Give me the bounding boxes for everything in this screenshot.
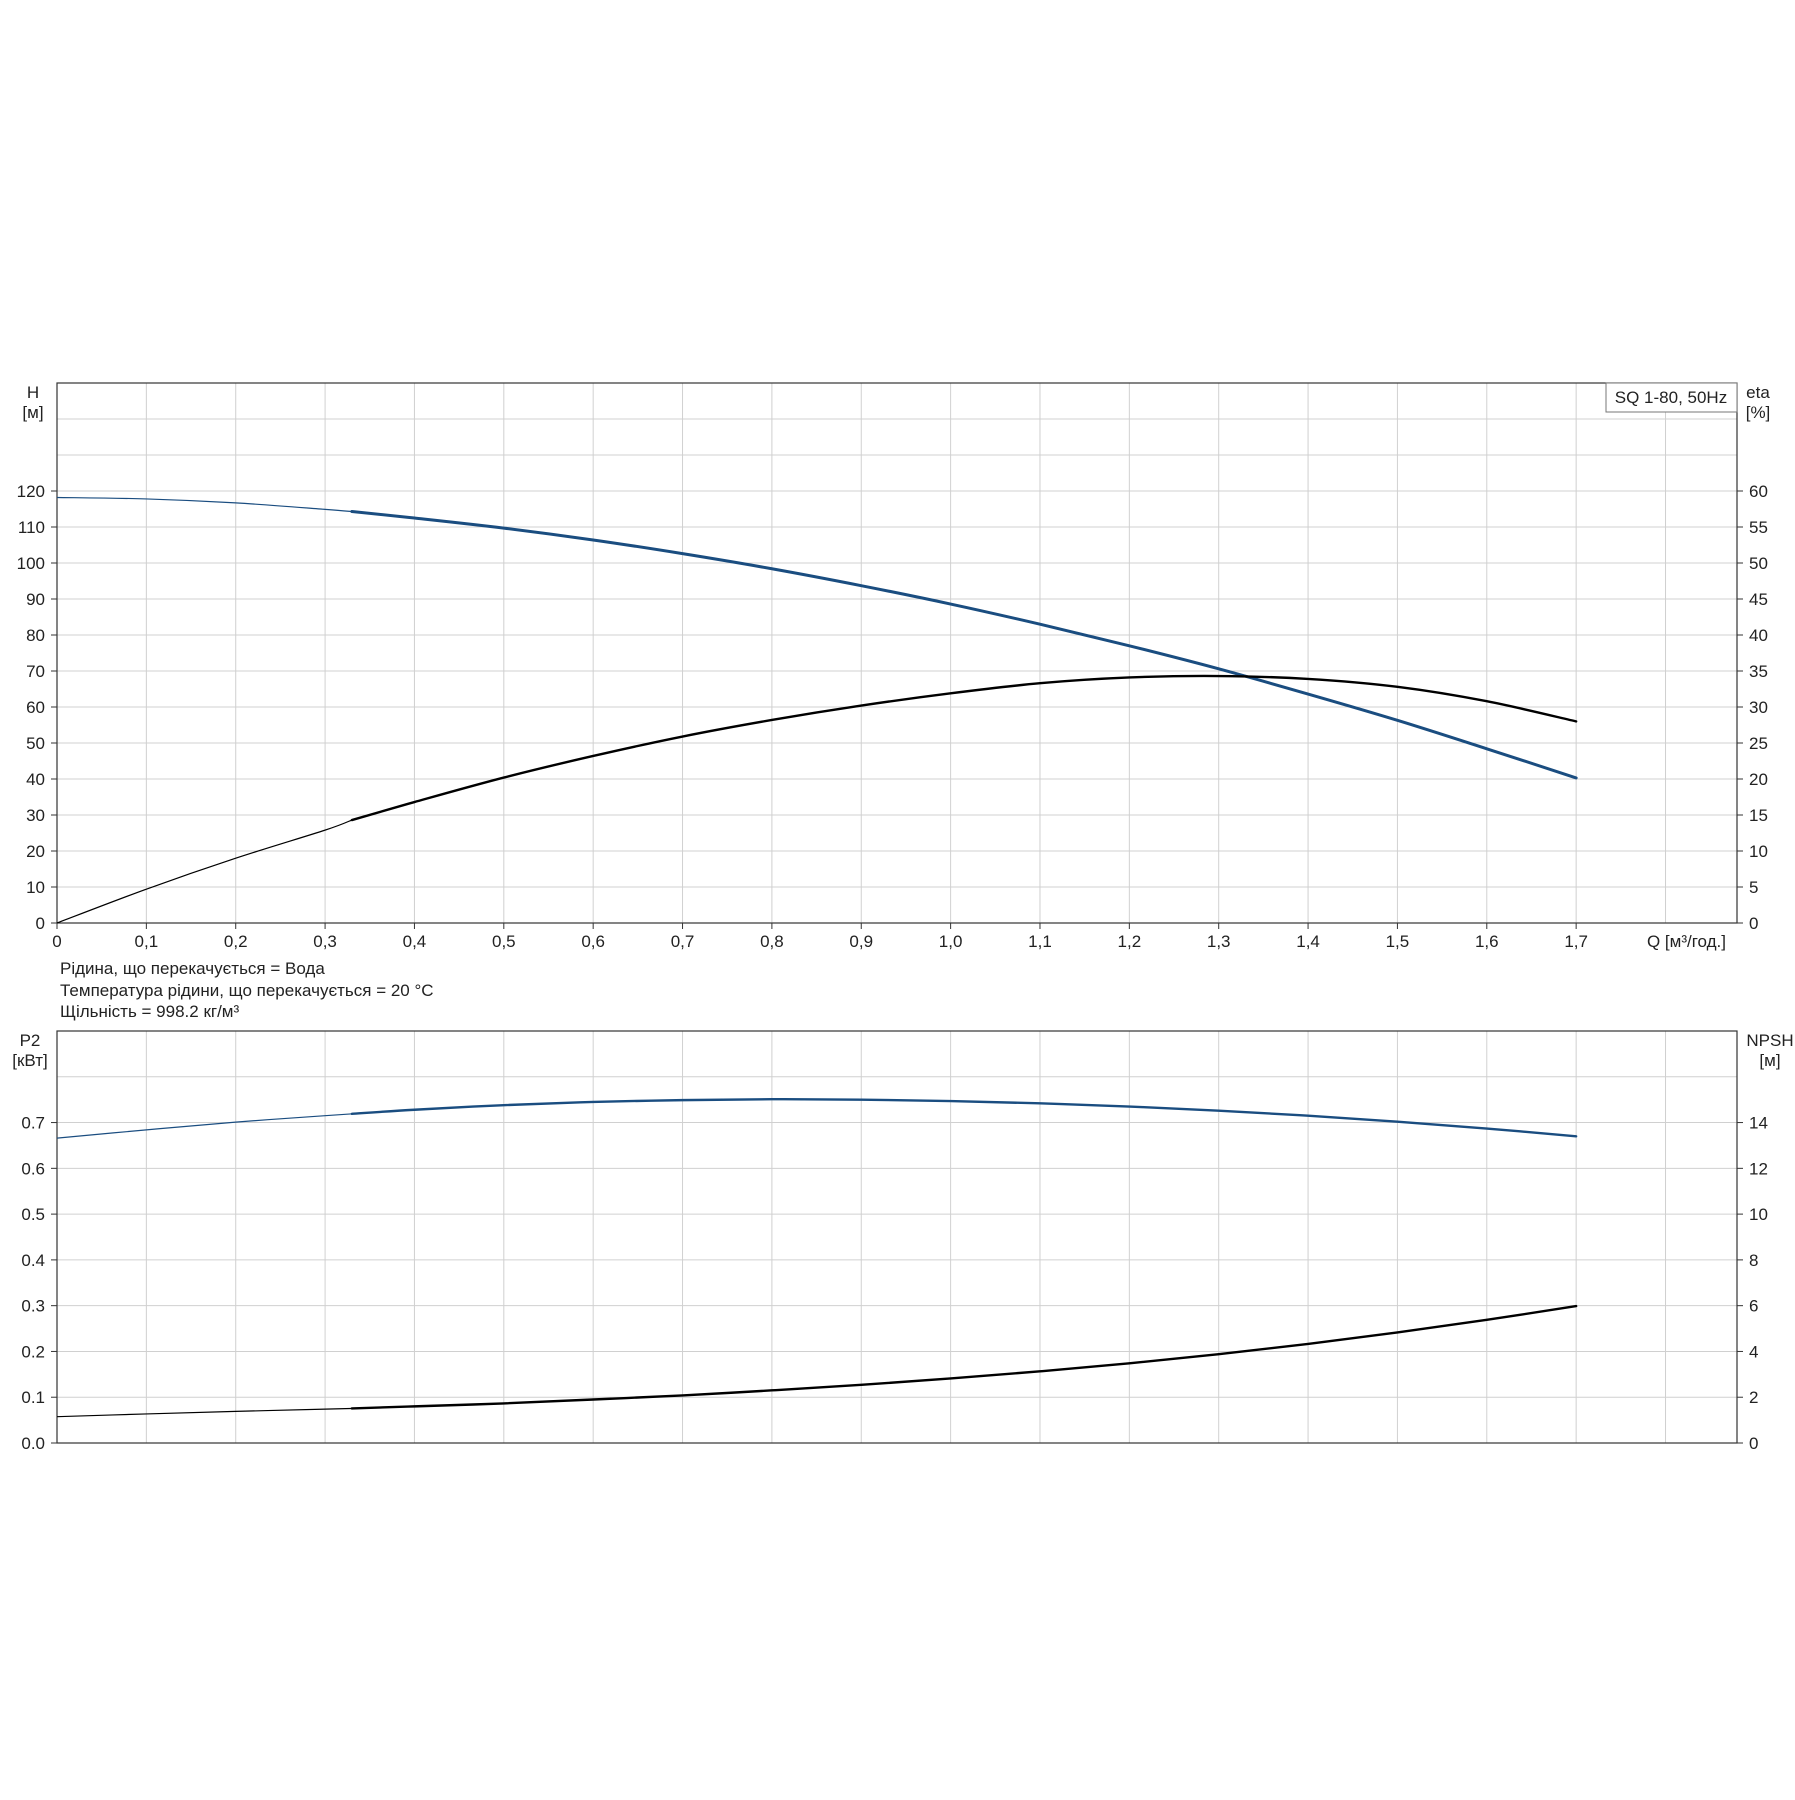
right-tick-label: 45 <box>1749 590 1768 609</box>
left-tick-label: 110 <box>18 518 45 537</box>
h-axis-label: H <box>27 383 39 402</box>
x-tick-label: 1,3 <box>1207 932 1231 951</box>
lower-chart-series <box>56 1097 1578 1418</box>
x-tick-label: 0,1 <box>135 932 159 951</box>
series-eta-line <box>350 674 1578 822</box>
x-tick-label: 0 <box>52 932 61 951</box>
x-tick-label: 1,2 <box>1118 932 1142 951</box>
x-tick-label: 1,0 <box>939 932 963 951</box>
x-tick-label: 0,4 <box>403 932 427 951</box>
left-tick-label: 0.4 <box>21 1251 45 1270</box>
right-tick-label: 0 <box>1749 914 1758 933</box>
right-tick-label: 25 <box>1749 734 1768 753</box>
left-tick-label: 0.0 <box>21 1434 45 1453</box>
eta-axis-label: eta <box>1746 383 1770 402</box>
x-tick-label: 0,8 <box>760 932 784 951</box>
left-tick-label: 70 <box>26 662 45 681</box>
left-tick-label: 10 <box>26 878 45 897</box>
right-tick-label: 60 <box>1749 482 1768 501</box>
left-tick-label: 30 <box>26 806 45 825</box>
upper-chart-series <box>56 496 1578 924</box>
series-h-line <box>350 510 1578 780</box>
x-tick-label: 0,5 <box>492 932 516 951</box>
series-h-extrapolated-line <box>56 496 352 513</box>
right-tick-label: 30 <box>1749 698 1768 717</box>
left-tick-label: 80 <box>26 626 45 645</box>
left-tick-label: 40 <box>26 770 45 789</box>
eta-axis-unit: [%] <box>1746 403 1771 422</box>
left-tick-label: 0.2 <box>21 1342 45 1361</box>
right-tick-label: 20 <box>1749 770 1768 789</box>
pump-model-title: SQ 1-80, 50Hz <box>1615 388 1727 407</box>
right-tick-label: 6 <box>1749 1297 1758 1316</box>
series-eta-extrapolated-line <box>56 819 353 924</box>
x-tick-label: 1,1 <box>1028 932 1052 951</box>
pump-model-box <box>1605 382 1738 413</box>
p2-axis-unit: [кВт] <box>12 1051 47 1070</box>
p2-axis-label: P2 <box>20 1031 41 1050</box>
upper-chart-frame <box>56 382 1738 924</box>
upper-chart-ticks: 0 10 20 30 40 50 60 70 80 90 100 110 120 0 5 10 15 20 25 30… <box>17 482 1768 951</box>
left-tick-label: 0.6 <box>21 1159 45 1178</box>
right-tick-label: 40 <box>1749 626 1768 645</box>
right-tick-label: 50 <box>1749 554 1768 573</box>
x-tick-label: 0,6 <box>581 932 605 951</box>
x-tick-label: 1,5 <box>1386 932 1410 951</box>
lower-chart-frame <box>56 1030 1738 1444</box>
left-tick-label: 120 <box>17 482 45 501</box>
x-tick-label: 0,9 <box>849 932 873 951</box>
h-axis-unit: [м] <box>22 403 43 422</box>
x-tick-label: 1,7 <box>1564 932 1588 951</box>
series-p2-extrapolated-line <box>56 1113 352 1139</box>
npsh-axis-label: NPSH <box>1746 1031 1793 1050</box>
left-tick-label: 0 <box>36 914 45 933</box>
npsh-axis-unit: [м] <box>1759 1051 1780 1070</box>
left-tick-label: 60 <box>26 698 45 717</box>
left-tick-label: 0.1 <box>21 1388 45 1407</box>
right-tick-label: 35 <box>1749 662 1768 681</box>
right-tick-label: 12 <box>1749 1159 1768 1178</box>
right-tick-label: 4 <box>1749 1342 1758 1361</box>
right-tick-label: 0 <box>1749 1434 1758 1453</box>
series-npsh-line <box>350 1304 1578 1410</box>
series-npsh-extrapolated-line <box>56 1407 352 1418</box>
x-tick-label: 0,2 <box>224 932 248 951</box>
right-tick-label: 55 <box>1749 518 1768 537</box>
x-tick-label: 0,3 <box>313 932 337 951</box>
left-tick-label: 90 <box>26 590 45 609</box>
left-tick-label: 20 <box>26 842 45 861</box>
right-tick-label: 2 <box>1749 1388 1758 1407</box>
right-tick-label: 14 <box>1749 1114 1768 1133</box>
right-tick-label: 10 <box>1749 1205 1768 1224</box>
x-tick-label: 1,6 <box>1475 932 1499 951</box>
x-tick-label: 1,4 <box>1296 932 1320 951</box>
left-tick-label: 0.5 <box>21 1205 45 1224</box>
left-tick-label: 0.3 <box>21 1297 45 1316</box>
note-density: Щільність = 998.2 кг/м³ <box>60 1002 239 1021</box>
left-tick-label: 100 <box>17 554 45 573</box>
left-tick-label: 50 <box>26 734 45 753</box>
upper-chart-grid <box>57 383 1737 923</box>
series-p2-line <box>350 1097 1578 1138</box>
x-tick-label: 0,7 <box>671 932 695 951</box>
right-tick-label: 10 <box>1749 842 1768 861</box>
note-temperature: Температура рідини, що перекачується = 2… <box>60 981 434 1000</box>
note-liquid: Рідина, що перекачується = Вода <box>60 959 325 978</box>
right-tick-label: 15 <box>1749 806 1768 825</box>
left-tick-label: 0.7 <box>21 1114 45 1133</box>
lower-chart-ticks: 0.0 0.1 0.2 0.3 0.4 0.5 0.6 0.7 0 2 4 6 8 10 12 14 <box>21 1114 1768 1453</box>
right-tick-label: 8 <box>1749 1251 1758 1270</box>
right-tick-label: 5 <box>1749 878 1758 897</box>
q-axis-label: Q [м³/год.] <box>1647 932 1726 951</box>
